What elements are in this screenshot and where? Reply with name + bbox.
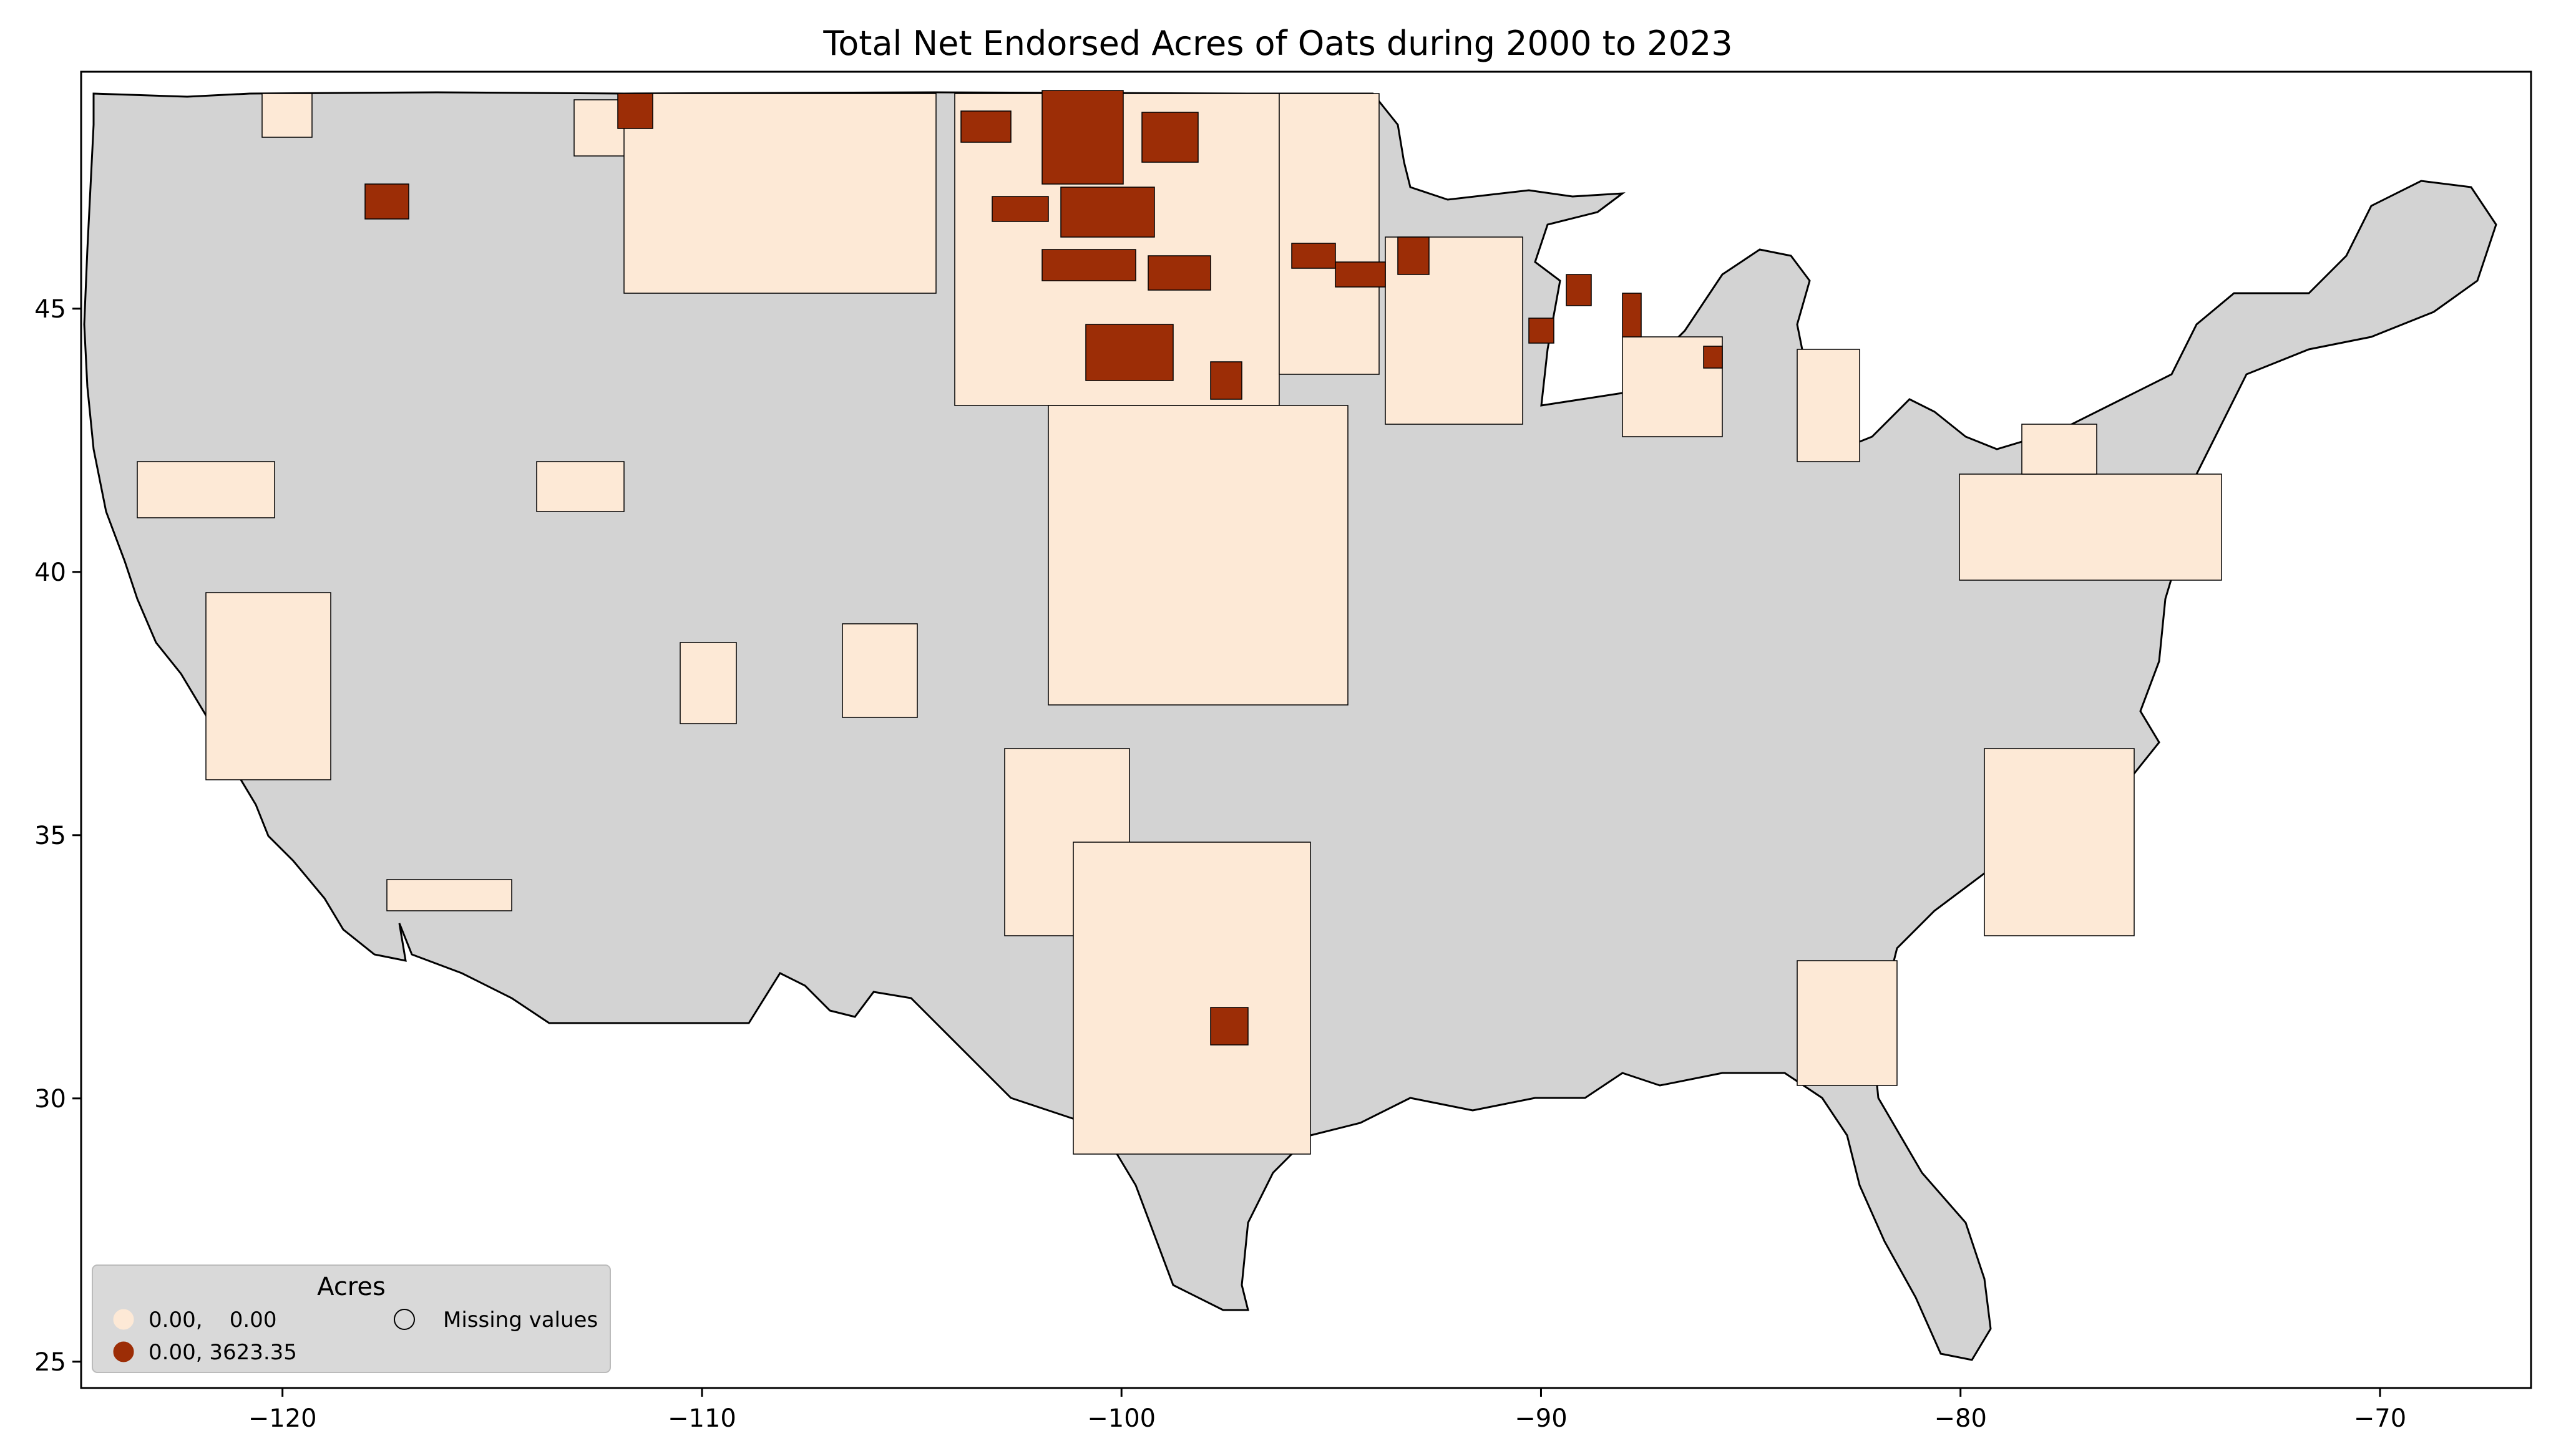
legend-label-low: 0.00, 0.00 — [149, 1308, 276, 1332]
x-tick-label: −100 — [1087, 1404, 1156, 1433]
x-tick-label: −70 — [2354, 1404, 2406, 1433]
x-tick-label: −80 — [1934, 1404, 1987, 1433]
y-axis: 25 30 35 40 45 — [34, 295, 81, 1377]
legend-swatch-missing — [394, 1309, 415, 1330]
legend-label-high: 0.00, 3623.35 — [149, 1340, 297, 1365]
x-axis: −120 −110 −100 −90 −80 −70 — [248, 1388, 2406, 1433]
legend-title: Acres — [317, 1273, 386, 1301]
plot-frame — [80, 70, 2532, 1389]
y-tick-label: 25 — [34, 1348, 66, 1377]
x-tick-label: −90 — [1515, 1404, 1567, 1433]
legend-swatch-high — [113, 1341, 134, 1362]
y-tick-label: 40 — [34, 558, 66, 587]
high-value-counties — [364, 90, 1723, 1046]
chart-title: Total Net Endorsed Acres of Oats during … — [822, 24, 1732, 63]
legend-label-missing: Missing values — [443, 1308, 598, 1332]
map-layer — [83, 91, 2497, 1361]
region-west — [83, 91, 2497, 1361]
legend-box — [92, 1264, 611, 1373]
legend-swatch-low — [113, 1309, 134, 1330]
y-tick-label: 45 — [34, 295, 66, 324]
y-tick-label: 35 — [34, 822, 66, 850]
x-tick-label: −110 — [668, 1404, 736, 1433]
y-tick-label: 30 — [34, 1085, 66, 1114]
legend: Acres 0.00, 0.00 0.00, 3623.35 Missing v… — [92, 1264, 611, 1373]
x-tick-label: −120 — [248, 1404, 317, 1433]
